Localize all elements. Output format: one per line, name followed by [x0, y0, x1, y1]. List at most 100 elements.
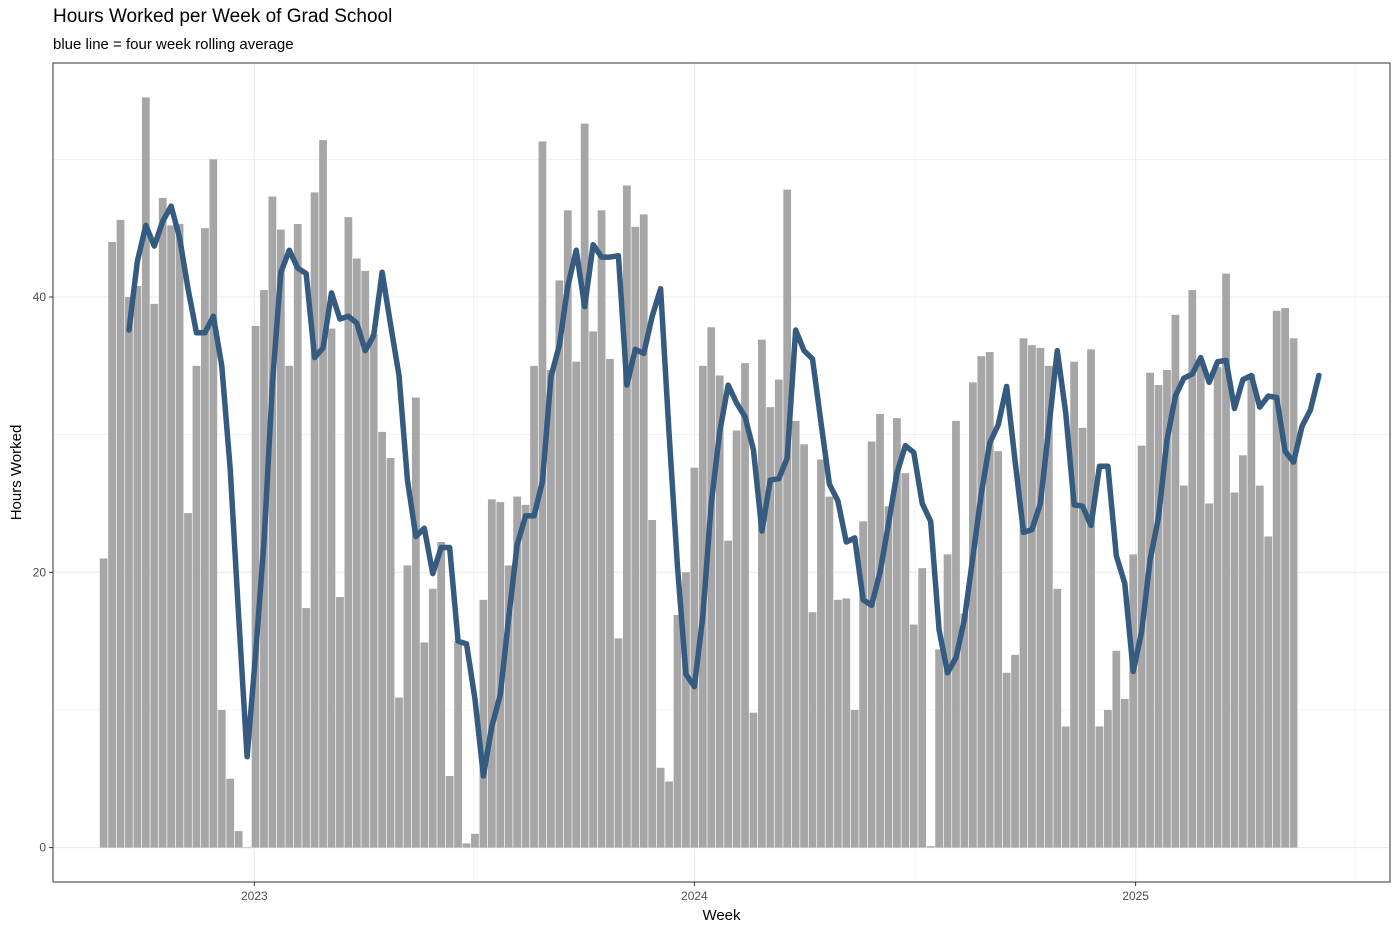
bar [192, 365, 201, 848]
bar [960, 613, 969, 848]
bar [825, 496, 834, 848]
bar [926, 846, 935, 848]
bar [1087, 349, 1095, 848]
bar [479, 599, 488, 848]
chart-subtitle: blue line = four week rolling average [53, 36, 294, 53]
bar [1104, 709, 1112, 848]
bar [1095, 726, 1104, 848]
bar [1205, 503, 1214, 848]
bar [201, 228, 209, 848]
bar [504, 565, 513, 848]
bar [1019, 338, 1028, 848]
bar [403, 565, 412, 848]
bar [1188, 290, 1197, 848]
bar [1028, 345, 1036, 848]
bar [1222, 273, 1230, 848]
bar [336, 597, 344, 848]
bar [445, 776, 454, 848]
bar [977, 356, 986, 848]
bar [808, 612, 817, 848]
bar [1272, 310, 1281, 848]
bar [1112, 650, 1121, 848]
bar [1146, 372, 1154, 848]
bar [943, 554, 952, 848]
bar [175, 224, 184, 848]
bar [217, 709, 226, 848]
bar [1120, 698, 1129, 848]
x-tick-label: 2023 [241, 889, 268, 903]
bar [462, 843, 471, 848]
bar [884, 506, 893, 848]
bar [1044, 365, 1053, 848]
bar [1179, 485, 1188, 848]
bar [850, 709, 859, 848]
bar [285, 365, 294, 848]
bar [1036, 347, 1045, 848]
bar [167, 225, 176, 848]
bar [800, 444, 808, 848]
y-axis: 0 20 40 [33, 290, 53, 855]
bar [1011, 654, 1019, 848]
x-axis-title: Week [702, 907, 741, 924]
chart-title: Hours Worked per Week of Grad School [53, 6, 393, 27]
bar [665, 781, 673, 848]
bar [487, 499, 496, 848]
bar [1281, 308, 1289, 848]
bar [572, 361, 581, 848]
bar [1137, 445, 1146, 848]
bar [1129, 554, 1138, 848]
bar [1247, 374, 1256, 848]
bar [395, 697, 403, 848]
bar [243, 847, 251, 849]
bar [1171, 314, 1180, 848]
bar [302, 608, 311, 848]
bar [783, 189, 792, 848]
bar [251, 325, 260, 848]
bar [606, 358, 614, 848]
y-axis-title: Hours Worked [8, 425, 25, 521]
bar [639, 214, 648, 848]
bar [774, 379, 783, 848]
bar [412, 397, 420, 848]
bar [867, 441, 876, 848]
x-tick-label: 2025 [1122, 889, 1149, 903]
bar [530, 365, 538, 848]
bar [842, 598, 851, 848]
plot-panel-border [52, 62, 1391, 883]
bar [1255, 485, 1264, 848]
bar [125, 297, 133, 848]
bar [437, 542, 446, 848]
x-axis: 2023 2024 2025 [241, 882, 1149, 903]
bar [893, 418, 901, 848]
bar [817, 459, 825, 848]
bar [1002, 672, 1011, 848]
bar [656, 767, 665, 848]
bar [724, 540, 733, 848]
y-tick-label: 40 [33, 290, 47, 304]
bar [319, 140, 327, 848]
bar [1070, 361, 1079, 848]
bar [622, 185, 631, 848]
bar [471, 833, 479, 848]
bar [184, 513, 192, 848]
bar [741, 363, 749, 848]
bar [310, 192, 319, 848]
bar [521, 504, 530, 848]
bar [1264, 536, 1273, 848]
bar [226, 778, 235, 848]
bar [563, 210, 572, 848]
bar [833, 599, 842, 848]
bar [1154, 385, 1163, 848]
bar [994, 451, 1003, 848]
bar [968, 382, 977, 848]
bar [580, 123, 589, 848]
bar [555, 280, 564, 848]
bar [378, 431, 387, 848]
bar [99, 558, 108, 848]
bar [1213, 367, 1222, 848]
bar [1289, 338, 1298, 848]
bar [985, 352, 994, 848]
y-tick-label: 20 [33, 565, 47, 579]
